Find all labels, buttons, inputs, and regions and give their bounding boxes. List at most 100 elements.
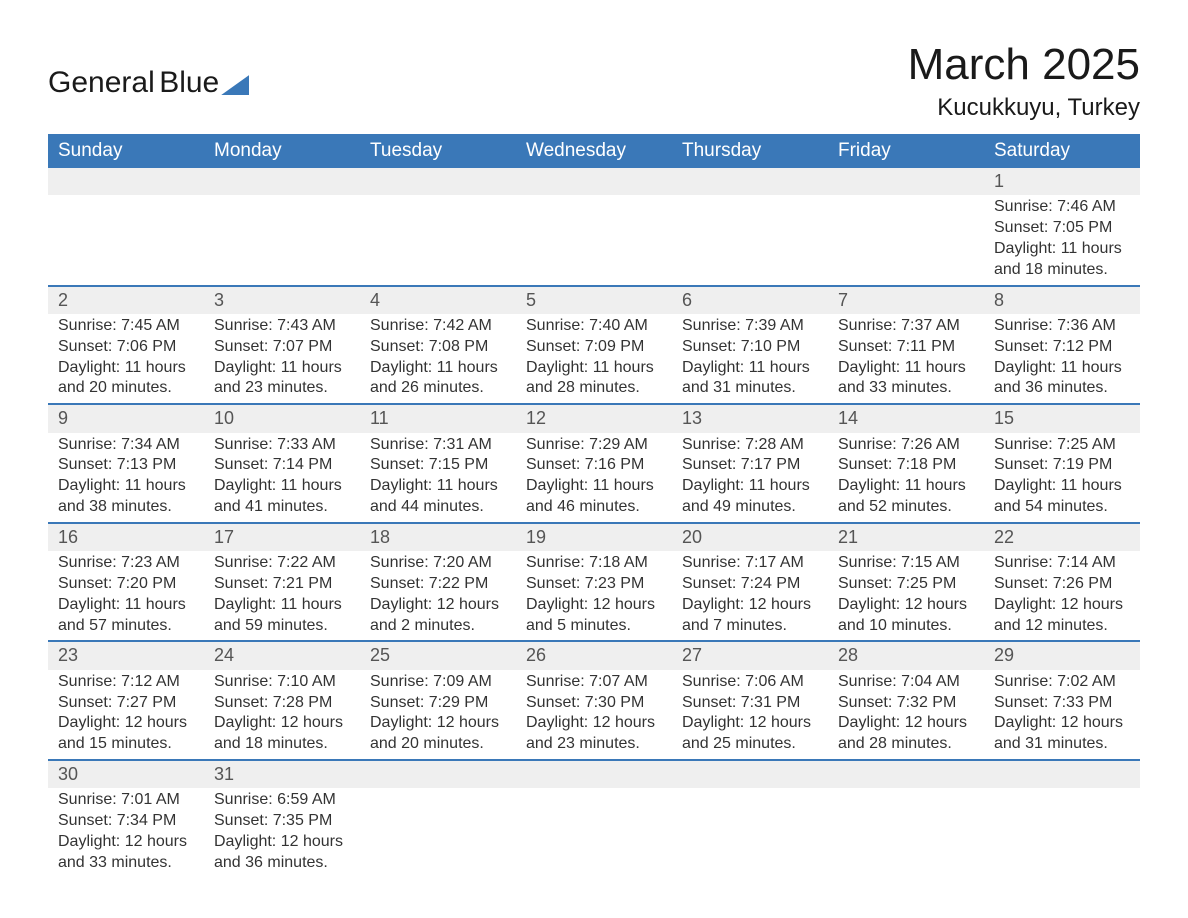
day-detail-cell: Sunrise: 7:18 AMSunset: 7:23 PMDaylight:… <box>516 551 672 641</box>
day-detail-cell: Sunrise: 6:59 AMSunset: 7:35 PMDaylight:… <box>204 788 360 877</box>
detail-row: Sunrise: 7:01 AMSunset: 7:34 PMDaylight:… <box>48 788 1140 877</box>
day-detail-cell: Sunrise: 7:14 AMSunset: 7:26 PMDaylight:… <box>984 551 1140 641</box>
day-number-cell: 23 <box>48 641 204 669</box>
day-number-cell <box>204 168 360 195</box>
day-detail-cell: Sunrise: 7:29 AMSunset: 7:16 PMDaylight:… <box>516 433 672 523</box>
sunrise-line: Sunrise: 7:40 AM <box>526 316 662 337</box>
sunrise-line: Sunrise: 7:25 AM <box>994 435 1130 456</box>
sunset-line: Sunset: 7:34 PM <box>58 811 194 832</box>
sunset-line: Sunset: 7:18 PM <box>838 455 974 476</box>
sunset-line: Sunset: 7:19 PM <box>994 455 1130 476</box>
day-number-cell: 21 <box>828 523 984 551</box>
daylight-line: Daylight: 11 hours and 20 minutes. <box>58 358 194 400</box>
sunset-line: Sunset: 7:10 PM <box>682 337 818 358</box>
weekday-sunday: Sunday <box>48 134 204 168</box>
sunset-line: Sunset: 7:22 PM <box>370 574 506 595</box>
sunrise-line: Sunrise: 7:15 AM <box>838 553 974 574</box>
day-detail-cell <box>672 788 828 877</box>
weekday-tuesday: Tuesday <box>360 134 516 168</box>
day-number-cell: 18 <box>360 523 516 551</box>
day-number-cell: 6 <box>672 286 828 314</box>
day-detail-cell: Sunrise: 7:10 AMSunset: 7:28 PMDaylight:… <box>204 670 360 760</box>
sunrise-line: Sunrise: 7:23 AM <box>58 553 194 574</box>
daylight-line: Daylight: 12 hours and 28 minutes. <box>838 713 974 755</box>
day-number-cell: 15 <box>984 404 1140 432</box>
sunset-line: Sunset: 7:31 PM <box>682 693 818 714</box>
day-detail-cell <box>828 195 984 285</box>
sunset-line: Sunset: 7:28 PM <box>214 693 350 714</box>
day-detail-cell: Sunrise: 7:02 AMSunset: 7:33 PMDaylight:… <box>984 670 1140 760</box>
day-number-cell: 1 <box>984 168 1140 195</box>
daylight-line: Daylight: 12 hours and 15 minutes. <box>58 713 194 755</box>
sunrise-line: Sunrise: 7:02 AM <box>994 672 1130 693</box>
sunrise-line: Sunrise: 7:06 AM <box>682 672 818 693</box>
sunset-line: Sunset: 7:23 PM <box>526 574 662 595</box>
day-number-cell: 8 <box>984 286 1140 314</box>
day-number-cell: 16 <box>48 523 204 551</box>
calendar-page: General Blue March 2025 Kucukkuyu, Turke… <box>0 0 1188 918</box>
day-detail-cell: Sunrise: 7:28 AMSunset: 7:17 PMDaylight:… <box>672 433 828 523</box>
sunrise-line: Sunrise: 7:33 AM <box>214 435 350 456</box>
sunrise-line: Sunrise: 7:12 AM <box>58 672 194 693</box>
day-detail-cell: Sunrise: 7:31 AMSunset: 7:15 PMDaylight:… <box>360 433 516 523</box>
sunrise-line: Sunrise: 7:01 AM <box>58 790 194 811</box>
daylight-line: Daylight: 11 hours and 23 minutes. <box>214 358 350 400</box>
daylight-line: Daylight: 11 hours and 28 minutes. <box>526 358 662 400</box>
day-number-cell: 25 <box>360 641 516 669</box>
daylight-line: Daylight: 11 hours and 52 minutes. <box>838 476 974 518</box>
day-number-cell: 11 <box>360 404 516 432</box>
daylight-line: Daylight: 12 hours and 10 minutes. <box>838 595 974 637</box>
day-number-cell <box>360 760 516 788</box>
daylight-line: Daylight: 12 hours and 23 minutes. <box>526 713 662 755</box>
day-detail-cell: Sunrise: 7:07 AMSunset: 7:30 PMDaylight:… <box>516 670 672 760</box>
day-number-cell <box>48 168 204 195</box>
sunrise-line: Sunrise: 7:07 AM <box>526 672 662 693</box>
day-number-cell: 13 <box>672 404 828 432</box>
day-number-cell: 12 <box>516 404 672 432</box>
calendar-table: Sunday Monday Tuesday Wednesday Thursday… <box>48 134 1140 877</box>
title-block: March 2025 Kucukkuyu, Turkey <box>908 40 1140 122</box>
daylight-line: Daylight: 11 hours and 31 minutes. <box>682 358 818 400</box>
sunrise-line: Sunrise: 7:04 AM <box>838 672 974 693</box>
day-number-cell <box>672 168 828 195</box>
daylight-line: Daylight: 11 hours and 54 minutes. <box>994 476 1130 518</box>
sunset-line: Sunset: 7:11 PM <box>838 337 974 358</box>
sunrise-line: Sunrise: 7:17 AM <box>682 553 818 574</box>
sunset-line: Sunset: 7:15 PM <box>370 455 506 476</box>
sunrise-line: Sunrise: 7:22 AM <box>214 553 350 574</box>
sunrise-line: Sunrise: 7:09 AM <box>370 672 506 693</box>
weekday-saturday: Saturday <box>984 134 1140 168</box>
sunset-line: Sunset: 7:14 PM <box>214 455 350 476</box>
daynum-row: 2345678 <box>48 286 1140 314</box>
sunset-line: Sunset: 7:16 PM <box>526 455 662 476</box>
logo-word-general: General <box>48 66 155 99</box>
sunrise-line: Sunrise: 7:39 AM <box>682 316 818 337</box>
day-number-cell <box>360 168 516 195</box>
sunset-line: Sunset: 7:32 PM <box>838 693 974 714</box>
day-number-cell: 3 <box>204 286 360 314</box>
day-number-cell: 5 <box>516 286 672 314</box>
sunrise-line: Sunrise: 7:37 AM <box>838 316 974 337</box>
daylight-line: Daylight: 12 hours and 20 minutes. <box>370 713 506 755</box>
logo-word-blue: Blue <box>159 66 219 99</box>
day-detail-cell: Sunrise: 7:04 AMSunset: 7:32 PMDaylight:… <box>828 670 984 760</box>
sunrise-line: Sunrise: 7:14 AM <box>994 553 1130 574</box>
sunset-line: Sunset: 7:20 PM <box>58 574 194 595</box>
day-detail-cell <box>984 788 1140 877</box>
sunrise-line: Sunrise: 7:26 AM <box>838 435 974 456</box>
sunset-line: Sunset: 7:08 PM <box>370 337 506 358</box>
daynum-row: 23242526272829 <box>48 641 1140 669</box>
day-number-cell <box>984 760 1140 788</box>
daynum-row: 16171819202122 <box>48 523 1140 551</box>
daylight-line: Daylight: 11 hours and 33 minutes. <box>838 358 974 400</box>
daylight-line: Daylight: 12 hours and 2 minutes. <box>370 595 506 637</box>
day-detail-cell: Sunrise: 7:12 AMSunset: 7:27 PMDaylight:… <box>48 670 204 760</box>
weekday-header-row: Sunday Monday Tuesday Wednesday Thursday… <box>48 134 1140 168</box>
day-detail-cell: Sunrise: 7:06 AMSunset: 7:31 PMDaylight:… <box>672 670 828 760</box>
day-number-cell: 22 <box>984 523 1140 551</box>
sunset-line: Sunset: 7:12 PM <box>994 337 1130 358</box>
day-detail-cell <box>360 195 516 285</box>
detail-row: Sunrise: 7:46 AMSunset: 7:05 PMDaylight:… <box>48 195 1140 285</box>
sunrise-line: Sunrise: 7:20 AM <box>370 553 506 574</box>
day-detail-cell: Sunrise: 7:33 AMSunset: 7:14 PMDaylight:… <box>204 433 360 523</box>
